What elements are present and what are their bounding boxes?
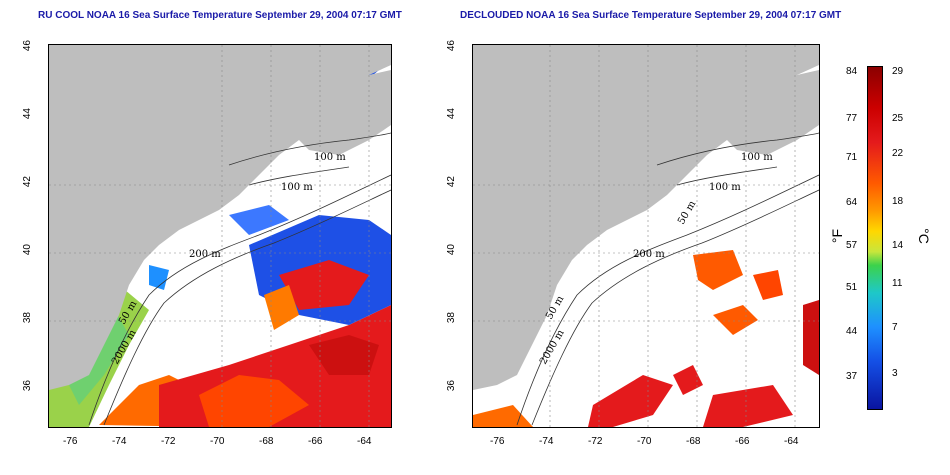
fahrenheit-tick: 64 (846, 197, 858, 208)
celsius-tick: 29 (892, 66, 904, 77)
lat-tick: 36 (22, 380, 33, 392)
celsius-tick: 14 (892, 240, 904, 251)
lon-tick: -64 (357, 436, 372, 447)
lat-tick: 46 (446, 40, 457, 52)
fahrenheit-tick: 71 (846, 152, 858, 163)
nova-scotia-right (717, 70, 819, 155)
fahrenheit-unit-label: °F (829, 228, 846, 244)
temperature-colorbar (867, 66, 883, 410)
fahrenheit-tick: 44 (846, 326, 858, 337)
lat-tick: 42 (22, 176, 33, 188)
celsius-tick: 25 (892, 113, 904, 124)
left-map-title: RU COOL NOAA 16 Sea Surface Temperature … (38, 10, 402, 21)
contour-label: 100 m (281, 182, 313, 193)
lon-tick: -68 (259, 436, 274, 447)
lon-tick: -70 (637, 436, 652, 447)
contour-label: 100 m (741, 152, 773, 163)
lat-tick: 40 (446, 244, 457, 256)
left-sst-map: 100 m 100 m 200 m 50 m 2000 m (48, 44, 392, 428)
lon-tick: -68 (686, 436, 701, 447)
lon-tick: -72 (588, 436, 603, 447)
lon-tick: -66 (735, 436, 750, 447)
fahrenheit-tick: 51 (846, 282, 858, 293)
lat-tick: 36 (446, 380, 457, 392)
nova-scotia-left (289, 70, 391, 155)
right-sst-map: 100 m 100 m 50 m 200 m 50 m 2000 m (472, 44, 820, 428)
celsius-tick: 11 (892, 278, 903, 289)
lon-tick: -76 (490, 436, 505, 447)
lat-tick: 42 (446, 176, 457, 188)
lat-tick: 38 (22, 312, 33, 324)
grid-right (473, 45, 819, 427)
lon-tick: -66 (308, 436, 323, 447)
lon-tick: -64 (784, 436, 799, 447)
lon-tick: -74 (539, 436, 554, 447)
right-map-title: DECLOUDED NOAA 16 Sea Surface Temperatur… (460, 10, 842, 21)
lon-tick: -72 (161, 436, 176, 447)
bathymetry-contours-left (88, 132, 391, 426)
lat-tick: 40 (22, 244, 33, 256)
lon-tick: -70 (210, 436, 225, 447)
contour-label: 200 m (189, 249, 221, 260)
lat-tick: 38 (446, 312, 457, 324)
bathymetry-contours-right (516, 132, 819, 426)
celsius-tick: 22 (892, 148, 904, 159)
fahrenheit-tick: 37 (846, 371, 858, 382)
fahrenheit-tick: 77 (846, 113, 858, 124)
contour-label: 50 m (676, 199, 698, 227)
lon-tick: -76 (63, 436, 78, 447)
lat-tick: 46 (22, 40, 33, 52)
grid-left (49, 45, 391, 427)
contour-label: 100 m (709, 182, 741, 193)
lon-tick: -74 (112, 436, 127, 447)
fahrenheit-tick: 57 (846, 240, 858, 251)
contour-label: 100 m (314, 152, 346, 163)
celsius-unit-label: °C (915, 228, 932, 244)
lat-tick: 44 (446, 108, 457, 120)
celsius-tick: 18 (892, 196, 904, 207)
fahrenheit-tick: 84 (846, 66, 858, 77)
contour-label: 2000 m (538, 328, 567, 367)
contour-label: 200 m (633, 249, 665, 260)
lat-tick: 44 (22, 108, 33, 120)
celsius-tick: 7 (892, 322, 898, 333)
celsius-tick: 3 (892, 368, 898, 379)
